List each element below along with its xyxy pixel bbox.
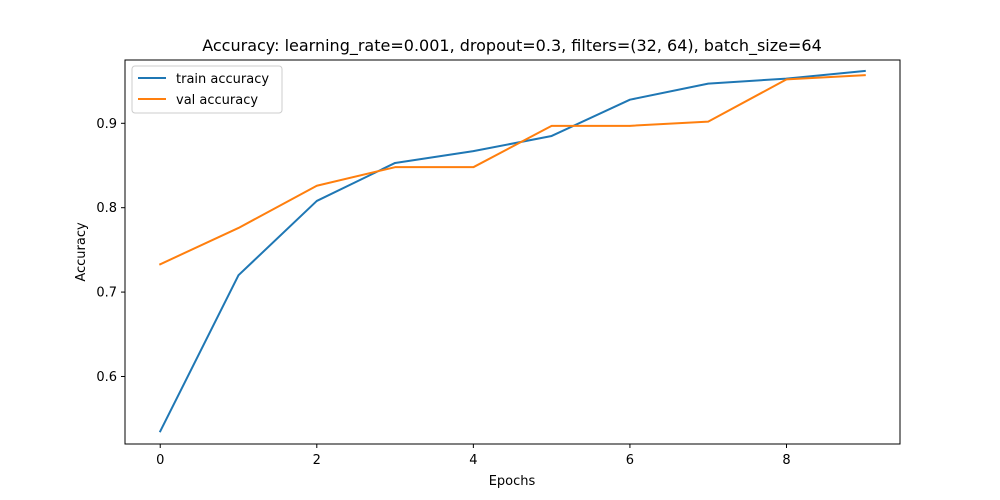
data-point-train-accuracy [237, 274, 240, 277]
data-point-train-accuracy [394, 162, 396, 164]
data-point-train-accuracy [550, 135, 553, 137]
data-point-val-accuracy [629, 125, 631, 127]
plot-area [124, 59, 901, 445]
series-line-val-accuracy [158, 74, 866, 266]
x-tick-label: 0 [156, 453, 164, 468]
x-tick-label: 8 [782, 453, 790, 468]
data-point-val-accuracy [550, 125, 553, 127]
y-tick-label: 0.7 [96, 286, 117, 301]
data-point-train-accuracy [629, 98, 631, 101]
data-point-val-accuracy [237, 227, 240, 229]
x-tick-label: 6 [626, 453, 634, 468]
data-point-val-accuracy [159, 263, 162, 266]
x-tick-label: 2 [313, 453, 321, 468]
data-point-val-accuracy [707, 120, 710, 123]
x-axis: 0 2 4 6 8 [156, 444, 791, 468]
x-tick-label: 4 [469, 453, 477, 468]
data-point-train-accuracy [707, 82, 710, 85]
legend-label-train-accuracy: train accuracy [176, 72, 269, 87]
y-tick-label: 0.9 [96, 117, 117, 132]
y-tick-label: 0.8 [96, 201, 117, 216]
legend: train accuracy val accuracy [131, 65, 283, 114]
y-axis: 0.6 0.7 0.8 0.9 [96, 117, 125, 385]
y-axis-label: Accuracy [74, 222, 89, 282]
chart-title: Accuracy: learning_rate=0.001, dropout=0… [202, 36, 822, 56]
plot-background [125, 60, 900, 444]
plot-frame [124, 59, 901, 445]
legend-box [131, 65, 283, 114]
x-axis-label: Epochs [489, 474, 536, 489]
data-point-train-accuracy [315, 200, 318, 202]
data-point-val-accuracy [863, 74, 866, 76]
y-tick-label: 0.6 [96, 370, 117, 385]
data-point-val-accuracy [785, 78, 788, 81]
data-point-train-accuracy [159, 430, 162, 433]
data-point-val-accuracy [472, 166, 475, 168]
series-line-train-accuracy [158, 69, 866, 433]
data-point-train-accuracy [863, 70, 866, 72]
legend-label-val-accuracy: val accuracy [176, 93, 258, 108]
series-layer [158, 69, 866, 433]
data-point-train-accuracy [472, 150, 475, 152]
data-point-val-accuracy [315, 184, 318, 187]
data-point-val-accuracy [394, 166, 396, 168]
